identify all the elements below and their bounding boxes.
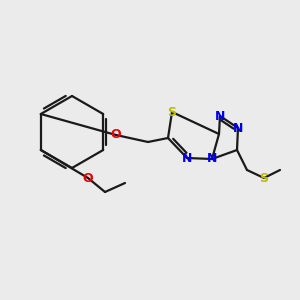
Text: N: N (182, 152, 192, 164)
Text: O: O (83, 172, 93, 184)
Text: S: S (260, 172, 268, 184)
Text: O: O (111, 128, 121, 142)
Text: N: N (207, 152, 217, 166)
Text: N: N (215, 110, 225, 122)
Text: S: S (167, 106, 176, 118)
Text: N: N (233, 122, 243, 134)
